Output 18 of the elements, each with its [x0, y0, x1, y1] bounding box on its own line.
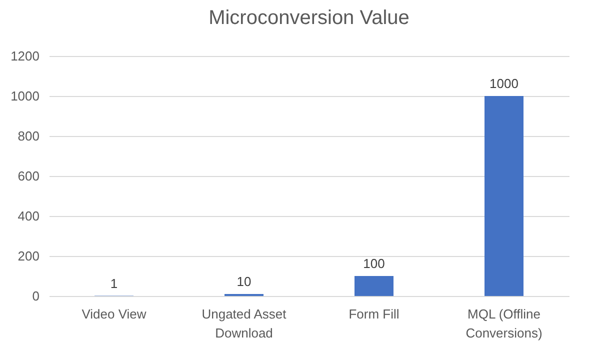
x-tick-label: Video View: [82, 306, 147, 322]
data-label: 1: [110, 276, 118, 291]
x-tick-label: Form Fill: [348, 306, 400, 322]
y-tick-label: 1000: [10, 88, 40, 104]
data-label: 10: [236, 274, 252, 289]
chart-title: Microconversion Value: [208, 7, 410, 29]
y-tick-label: 400: [18, 208, 40, 224]
y-tick-label: 0: [32, 288, 40, 304]
data-label: 100: [363, 256, 385, 271]
y-tick-label: 1200: [10, 48, 40, 64]
data-label: 1000: [490, 76, 518, 91]
y-tick-label: 800: [18, 128, 40, 144]
y-tick-label: 600: [18, 168, 40, 184]
x-tick-label: Ungated Asset Download: [202, 306, 287, 340]
y-tick-label: 200: [18, 248, 40, 264]
bar: [484, 96, 524, 296]
bar: [354, 276, 394, 296]
x-tick-label: MQL (Offline Conversions): [466, 306, 542, 340]
